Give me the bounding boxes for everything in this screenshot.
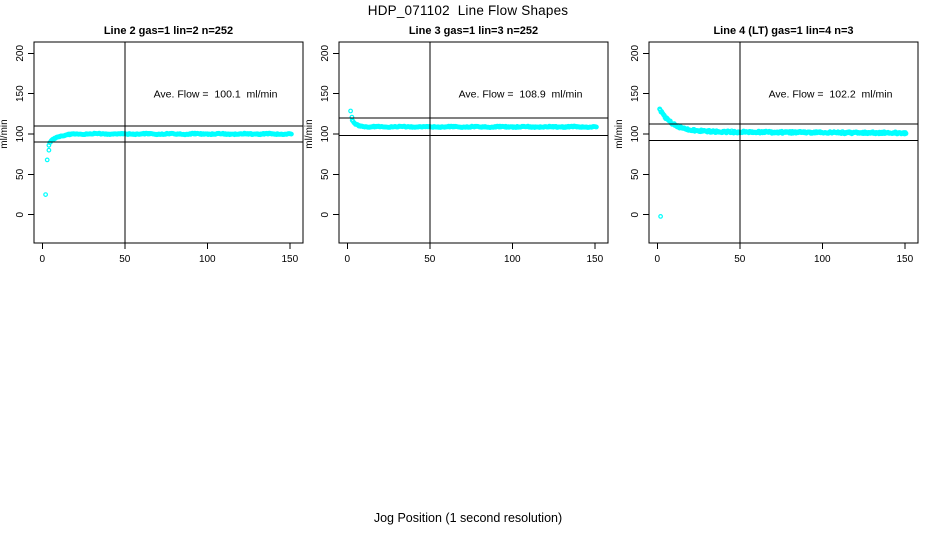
y-tick-label: 50 [320,168,331,180]
x-tick-label: 50 [424,254,436,265]
y-tick-label: 100 [630,125,641,142]
data-point [594,124,599,130]
x-tick-label: 150 [586,254,603,265]
plot-border [33,41,304,244]
y-tick-label: 100 [320,125,331,142]
panel-title: Line 2 gas=1 lin=2 n=252 [104,25,233,37]
figure-title: HDP_071102 Line Flow Shapes [367,3,569,18]
x-tick-label: 0 [344,254,350,265]
x-tick-label: 0 [39,254,45,265]
x-tick-label: 0 [654,254,660,265]
data-series [43,130,294,198]
ave-flow-annotation: Ave. Flow = 100.1 ml/min [154,89,278,101]
y-tick-label: 0 [15,212,26,218]
data-point [43,192,48,198]
x-tick-label: 50 [734,254,746,265]
x-tick-label: 150 [896,254,913,265]
plot-border [648,41,919,244]
data-series [348,108,599,130]
y-tick-label: 100 [15,125,26,142]
x-tick-label: 50 [119,254,131,265]
data-point [903,131,909,136]
y-tick-label: 150 [630,85,641,102]
y-tick-label: 0 [320,212,331,218]
data-point [658,213,663,219]
panel-line-3: 0 50 100 150 0 50 100 150 200 ml/min Line 3 gas=1 … [304,25,609,265]
data-series [657,106,909,219]
y-axis-label: ml/min [0,119,10,148]
y-axis-label: ml/min [614,119,625,148]
x-tick-label: 150 [281,254,298,265]
x-tick-label: 100 [199,254,216,265]
y-tick-label: 150 [15,85,26,102]
y-tick-label: 200 [320,45,331,62]
y-tick-label: 200 [15,45,26,62]
panel-title: Line 3 gas=1 lin=3 n=252 [409,25,538,37]
y-tick-label: 50 [15,168,26,180]
y-tick-label: 0 [630,212,641,218]
x-tick-label: 100 [504,254,521,265]
y-axis-label: ml/min [304,119,315,148]
y-tick-label: 50 [630,168,641,180]
ave-flow-annotation: Ave. Flow = 102.2 ml/min [769,89,893,101]
y-tick-label: 200 [630,45,641,62]
ave-flow-annotation: Ave. Flow = 108.9 ml/min [459,89,583,101]
panel-title: Line 4 (LT) gas=1 lin=4 n=3 [713,25,853,37]
x-axis-label: Jog Position (1 second resolution) [373,511,563,525]
panel-line-2: 0 50 100 150 0 50 100 150 200 ml/min Line 2 gas=1 … [0,25,304,265]
x-tick-label: 100 [814,254,831,265]
panel-line-4: 0 50 100 150 0 50 100 150 200 ml/min Line 4 (LT) g… [614,25,919,265]
data-point [289,131,294,137]
y-tick-label: 150 [320,85,331,102]
data-point [46,147,52,153]
data-point [348,108,353,114]
plot-border [338,41,609,244]
data-point [44,157,50,163]
